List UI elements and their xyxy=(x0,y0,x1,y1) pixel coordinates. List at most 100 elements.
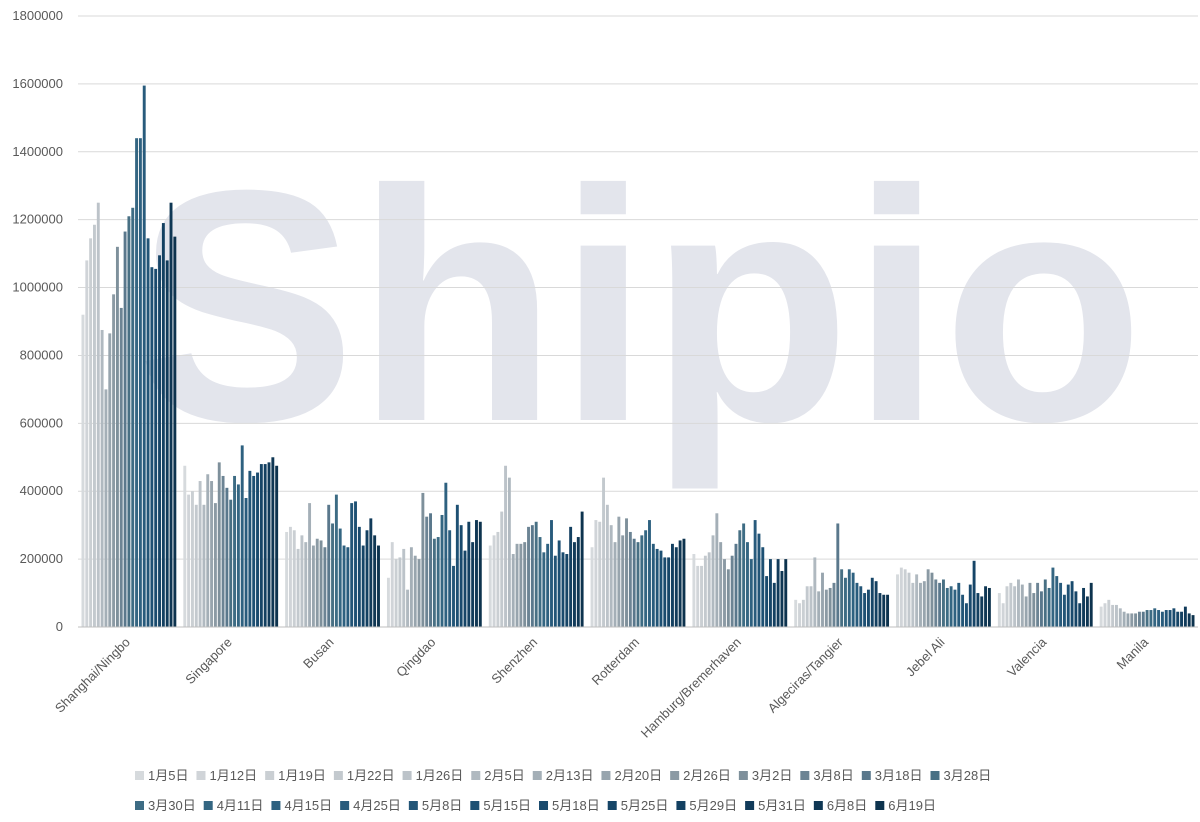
bar xyxy=(1055,576,1059,627)
bar xyxy=(1103,603,1107,627)
bar xyxy=(1164,610,1168,627)
bar xyxy=(1145,610,1149,627)
bar xyxy=(190,491,194,627)
bar xyxy=(707,552,711,627)
legend-label: 4月15日 xyxy=(284,798,332,813)
bar xyxy=(1111,604,1115,627)
bar xyxy=(1043,579,1047,627)
bar xyxy=(576,537,580,627)
bar xyxy=(123,231,127,627)
bar xyxy=(761,547,765,627)
legend-swatch xyxy=(745,801,755,810)
bar xyxy=(135,138,139,627)
legend-label: 5月15日 xyxy=(483,798,531,813)
bar xyxy=(350,503,354,627)
bar xyxy=(413,555,417,627)
bar xyxy=(1001,603,1005,627)
bar xyxy=(832,582,836,627)
legend-swatch xyxy=(265,771,275,780)
bar xyxy=(146,238,150,627)
bar xyxy=(1017,579,1020,627)
bar xyxy=(926,569,930,627)
bar xyxy=(945,587,949,627)
bar xyxy=(444,482,448,627)
bar xyxy=(957,582,961,627)
bar xyxy=(844,577,847,627)
bar xyxy=(390,542,394,627)
bar xyxy=(292,530,296,627)
bar xyxy=(700,565,703,627)
bar xyxy=(1153,608,1157,627)
bar xyxy=(425,516,429,627)
bar xyxy=(915,574,919,627)
bar xyxy=(308,503,312,627)
bar xyxy=(794,599,798,627)
bar xyxy=(1176,611,1180,627)
legend-swatch xyxy=(738,771,748,780)
legend-label: 1月12日 xyxy=(209,768,257,783)
bar xyxy=(507,477,511,627)
bar xyxy=(169,202,173,627)
bar xyxy=(225,487,229,627)
bar xyxy=(1024,596,1028,627)
bar xyxy=(1005,586,1009,627)
bar xyxy=(417,559,421,627)
bar xyxy=(1051,567,1055,627)
bar xyxy=(354,501,357,627)
legend-swatch xyxy=(861,771,871,780)
y-tick-label: 1800000 xyxy=(12,8,63,23)
legend-label: 3月28日 xyxy=(944,768,992,783)
bar xyxy=(115,246,119,628)
watermark: Shipio xyxy=(136,121,1144,492)
bar xyxy=(859,586,863,627)
bar xyxy=(112,294,116,627)
bar xyxy=(357,526,361,627)
bar xyxy=(573,542,576,627)
bar xyxy=(590,547,594,627)
x-tick-label: Busan xyxy=(300,635,337,672)
bar xyxy=(1062,594,1066,627)
bar xyxy=(131,207,135,627)
bar xyxy=(259,464,263,627)
bar xyxy=(703,555,707,627)
legend-swatch xyxy=(196,771,206,780)
x-tick-label: Shenzhen xyxy=(488,635,540,687)
bar xyxy=(565,554,569,627)
legend-swatch xyxy=(813,801,823,810)
bar xyxy=(213,503,217,627)
bar xyxy=(557,540,561,627)
bar xyxy=(628,531,632,627)
y-tick-label: 1600000 xyxy=(12,76,63,91)
bar xyxy=(1134,613,1138,627)
bar xyxy=(817,591,821,627)
bar xyxy=(183,465,187,627)
legend-swatch xyxy=(601,771,611,780)
bar xyxy=(640,535,644,627)
bar xyxy=(546,543,550,627)
bar xyxy=(161,223,165,628)
bar xyxy=(475,520,478,627)
bar xyxy=(436,537,440,627)
bar xyxy=(100,329,104,627)
bar xyxy=(1047,587,1051,627)
bar xyxy=(855,582,859,627)
bar xyxy=(625,518,628,627)
bar xyxy=(1191,615,1195,627)
bar xyxy=(671,543,674,627)
bar xyxy=(938,582,942,627)
bar xyxy=(85,260,89,627)
bar xyxy=(776,559,780,627)
bar xyxy=(523,542,527,627)
bar xyxy=(692,554,696,627)
legend-swatch xyxy=(532,771,542,780)
bar xyxy=(621,535,625,627)
bar xyxy=(663,557,667,627)
legend-swatch xyxy=(676,801,686,810)
bar xyxy=(1183,606,1187,627)
bar xyxy=(798,603,801,627)
bar xyxy=(1115,604,1118,627)
legend-swatch xyxy=(333,771,343,780)
bar xyxy=(323,547,327,627)
legend-swatch xyxy=(402,771,412,780)
